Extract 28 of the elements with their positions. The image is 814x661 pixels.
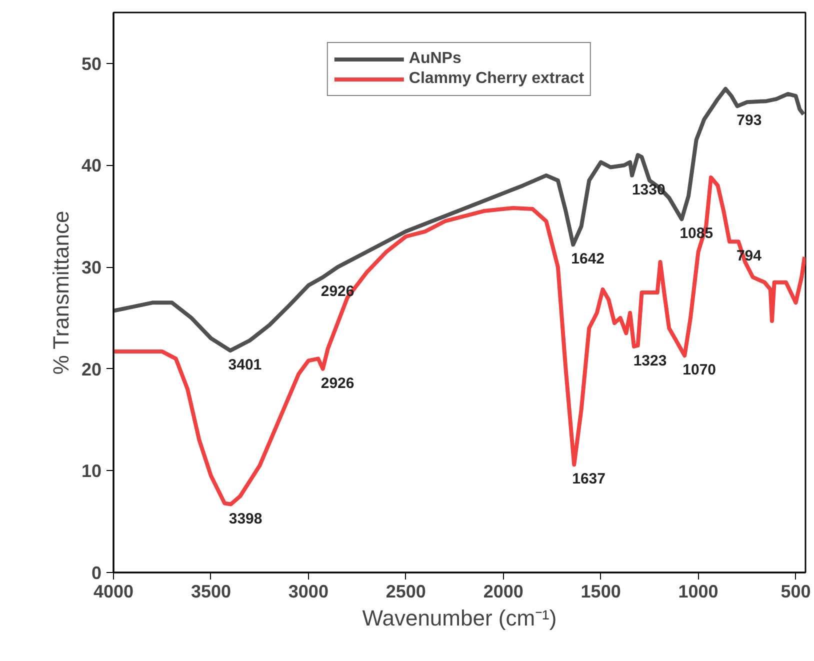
y-tick-label: 0 — [91, 563, 102, 583]
y-axis-title: % Transmittance — [48, 210, 74, 375]
legend-label: Clammy Cherry extract — [408, 70, 584, 88]
line-series — [114, 86, 806, 353]
x-tick-label: 500 — [780, 582, 811, 602]
x-tick-label: 4000 — [93, 582, 134, 602]
annotation: 1637 — [572, 470, 606, 488]
x-tick-label: 3000 — [288, 582, 328, 602]
y-tick-label: 20 — [81, 359, 102, 380]
legend-label: AuNPs — [408, 50, 462, 68]
annotation: 1323 — [633, 352, 667, 370]
annotation: 2926 — [320, 374, 354, 392]
x-axis-title: Wavenumber (cm⁻¹) — [362, 606, 557, 630]
y-tick-label: 30 — [81, 258, 102, 278]
y-tick-label: 40 — [81, 156, 102, 176]
x-tick-label: 2000 — [483, 582, 524, 602]
annotation: 1070 — [682, 362, 716, 379]
y-tick-label: 50 — [81, 54, 102, 74]
x-tick-label: 2500 — [386, 582, 426, 602]
annotation: 3401 — [228, 356, 262, 374]
annotation: 793 — [736, 112, 762, 130]
x-tick-label: 1500 — [580, 582, 621, 602]
x-tick-label: 1000 — [678, 582, 718, 602]
annotation: 3398 — [228, 510, 262, 528]
x-tick-label: 3500 — [190, 582, 231, 602]
line-series — [114, 175, 806, 506]
y-tick-label: 10 — [81, 461, 102, 482]
annotation: 1642 — [571, 250, 605, 268]
